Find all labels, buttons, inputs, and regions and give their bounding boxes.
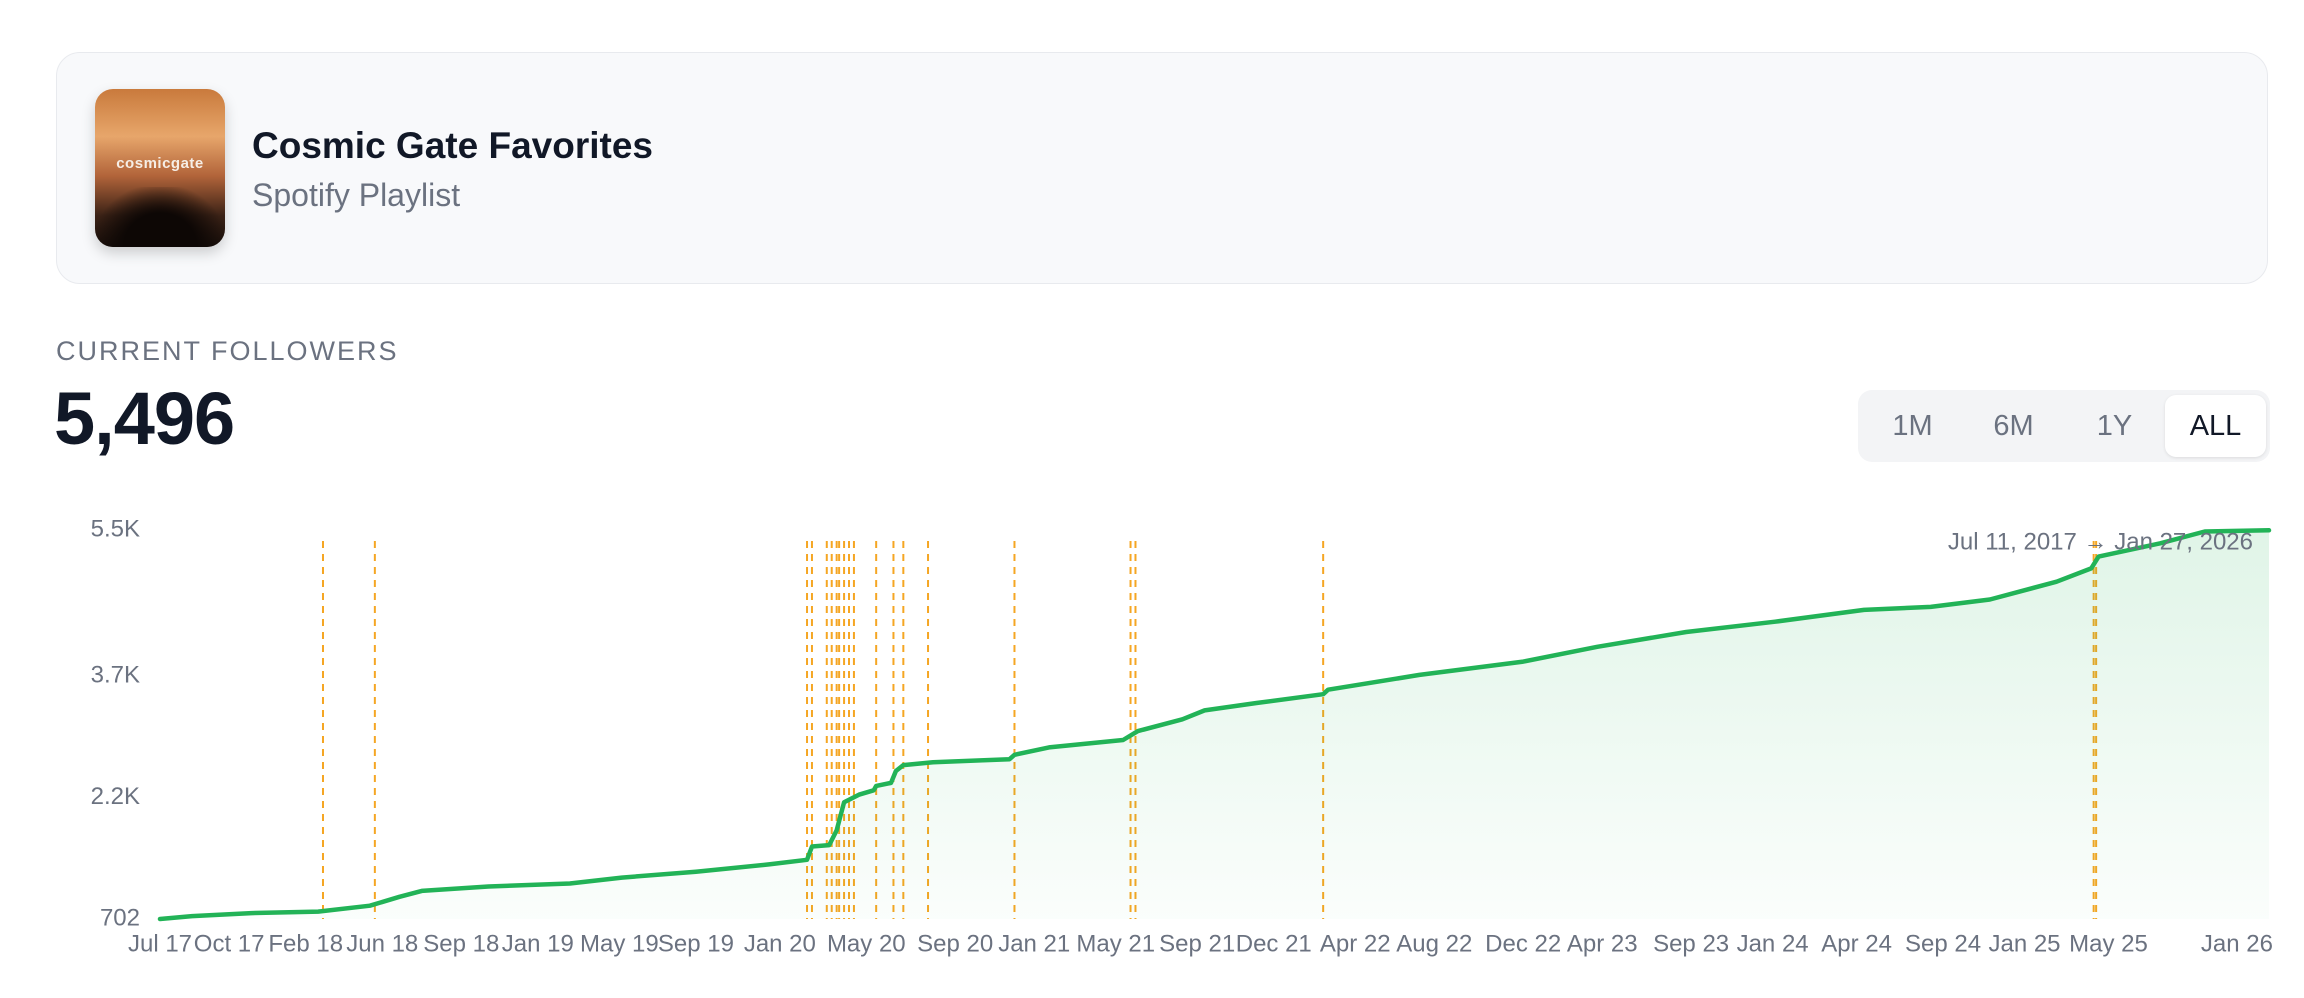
range-selector: 1M 6M 1Y ALL <box>1858 390 2270 462</box>
series-area <box>160 530 2269 919</box>
x-tick-label: Jul 17 <box>128 930 192 957</box>
playlist-title: Cosmic Gate Favorites <box>252 125 653 166</box>
series-line <box>157 528 2272 922</box>
x-tick-label: Sep 18 <box>423 930 499 957</box>
x-tick-label: Sep 21 <box>1159 930 1235 957</box>
playlist-subtitle: Spotify Playlist <box>252 177 461 213</box>
x-tick-label: Jun 18 <box>346 930 418 957</box>
y-tick-label: 5.5K <box>91 515 140 542</box>
range-button[interactable]: 6M <box>1993 409 2034 442</box>
y-tick-label: 702 <box>100 904 140 931</box>
cover-image: cosmicgate <box>95 89 225 247</box>
range-button[interactable]: ALL <box>2165 395 2266 457</box>
x-tick-label: Jan 21 <box>998 930 1070 957</box>
range-button[interactable]: 1Y <box>2096 409 2133 442</box>
x-tick-label: Apr 22 <box>1320 930 1391 957</box>
x-tick-label: Sep 24 <box>1905 930 1981 957</box>
x-tick-label: May 21 <box>1076 930 1155 957</box>
x-tick-label: May 25 <box>2069 930 2148 957</box>
range-button[interactable]: 1M <box>1892 409 1933 442</box>
x-tick-label: Aug 22 <box>1396 930 1472 957</box>
x-tick-label: Apr 24 <box>1821 930 1892 957</box>
x-tick-label: Sep 23 <box>1653 930 1729 957</box>
y-tick-label: 3.7K <box>91 661 140 688</box>
x-tick-label: Feb 18 <box>268 930 343 957</box>
stat-label: CURRENT FOLLOWERS <box>56 336 399 366</box>
x-tick-label: Dec 21 <box>1236 930 1312 957</box>
x-tick-label: Jan 24 <box>1737 930 1809 957</box>
x-tick-label: Sep 20 <box>917 930 993 957</box>
x-tick-label: Jan 19 <box>502 930 574 957</box>
date-range-annotation: Jul 11, 2017 → Jan 27, 2026 <box>1948 528 2253 555</box>
playlist-card: cosmicgate Cosmic Gate Favorites Spotify… <box>56 52 2268 284</box>
cover-text: cosmicgate <box>116 155 204 172</box>
x-tick-label: Jan 20 <box>744 930 816 957</box>
x-tick-label: May 20 <box>827 930 906 957</box>
stat-value: 5,496 <box>54 377 235 460</box>
x-tick-label: Sep 19 <box>658 930 734 957</box>
x-tick-label: Jan 25 <box>1988 930 2060 957</box>
x-tick-label: Oct 17 <box>194 930 265 957</box>
cover-crowd <box>95 187 225 247</box>
x-tick-label: Jan 26 <box>2201 930 2273 957</box>
y-tick-label: 2.2K <box>91 783 140 810</box>
x-tick-label: Dec 22 <box>1485 930 1561 957</box>
x-tick-label: May 19 <box>580 930 659 957</box>
x-tick-label: Apr 23 <box>1567 930 1638 957</box>
